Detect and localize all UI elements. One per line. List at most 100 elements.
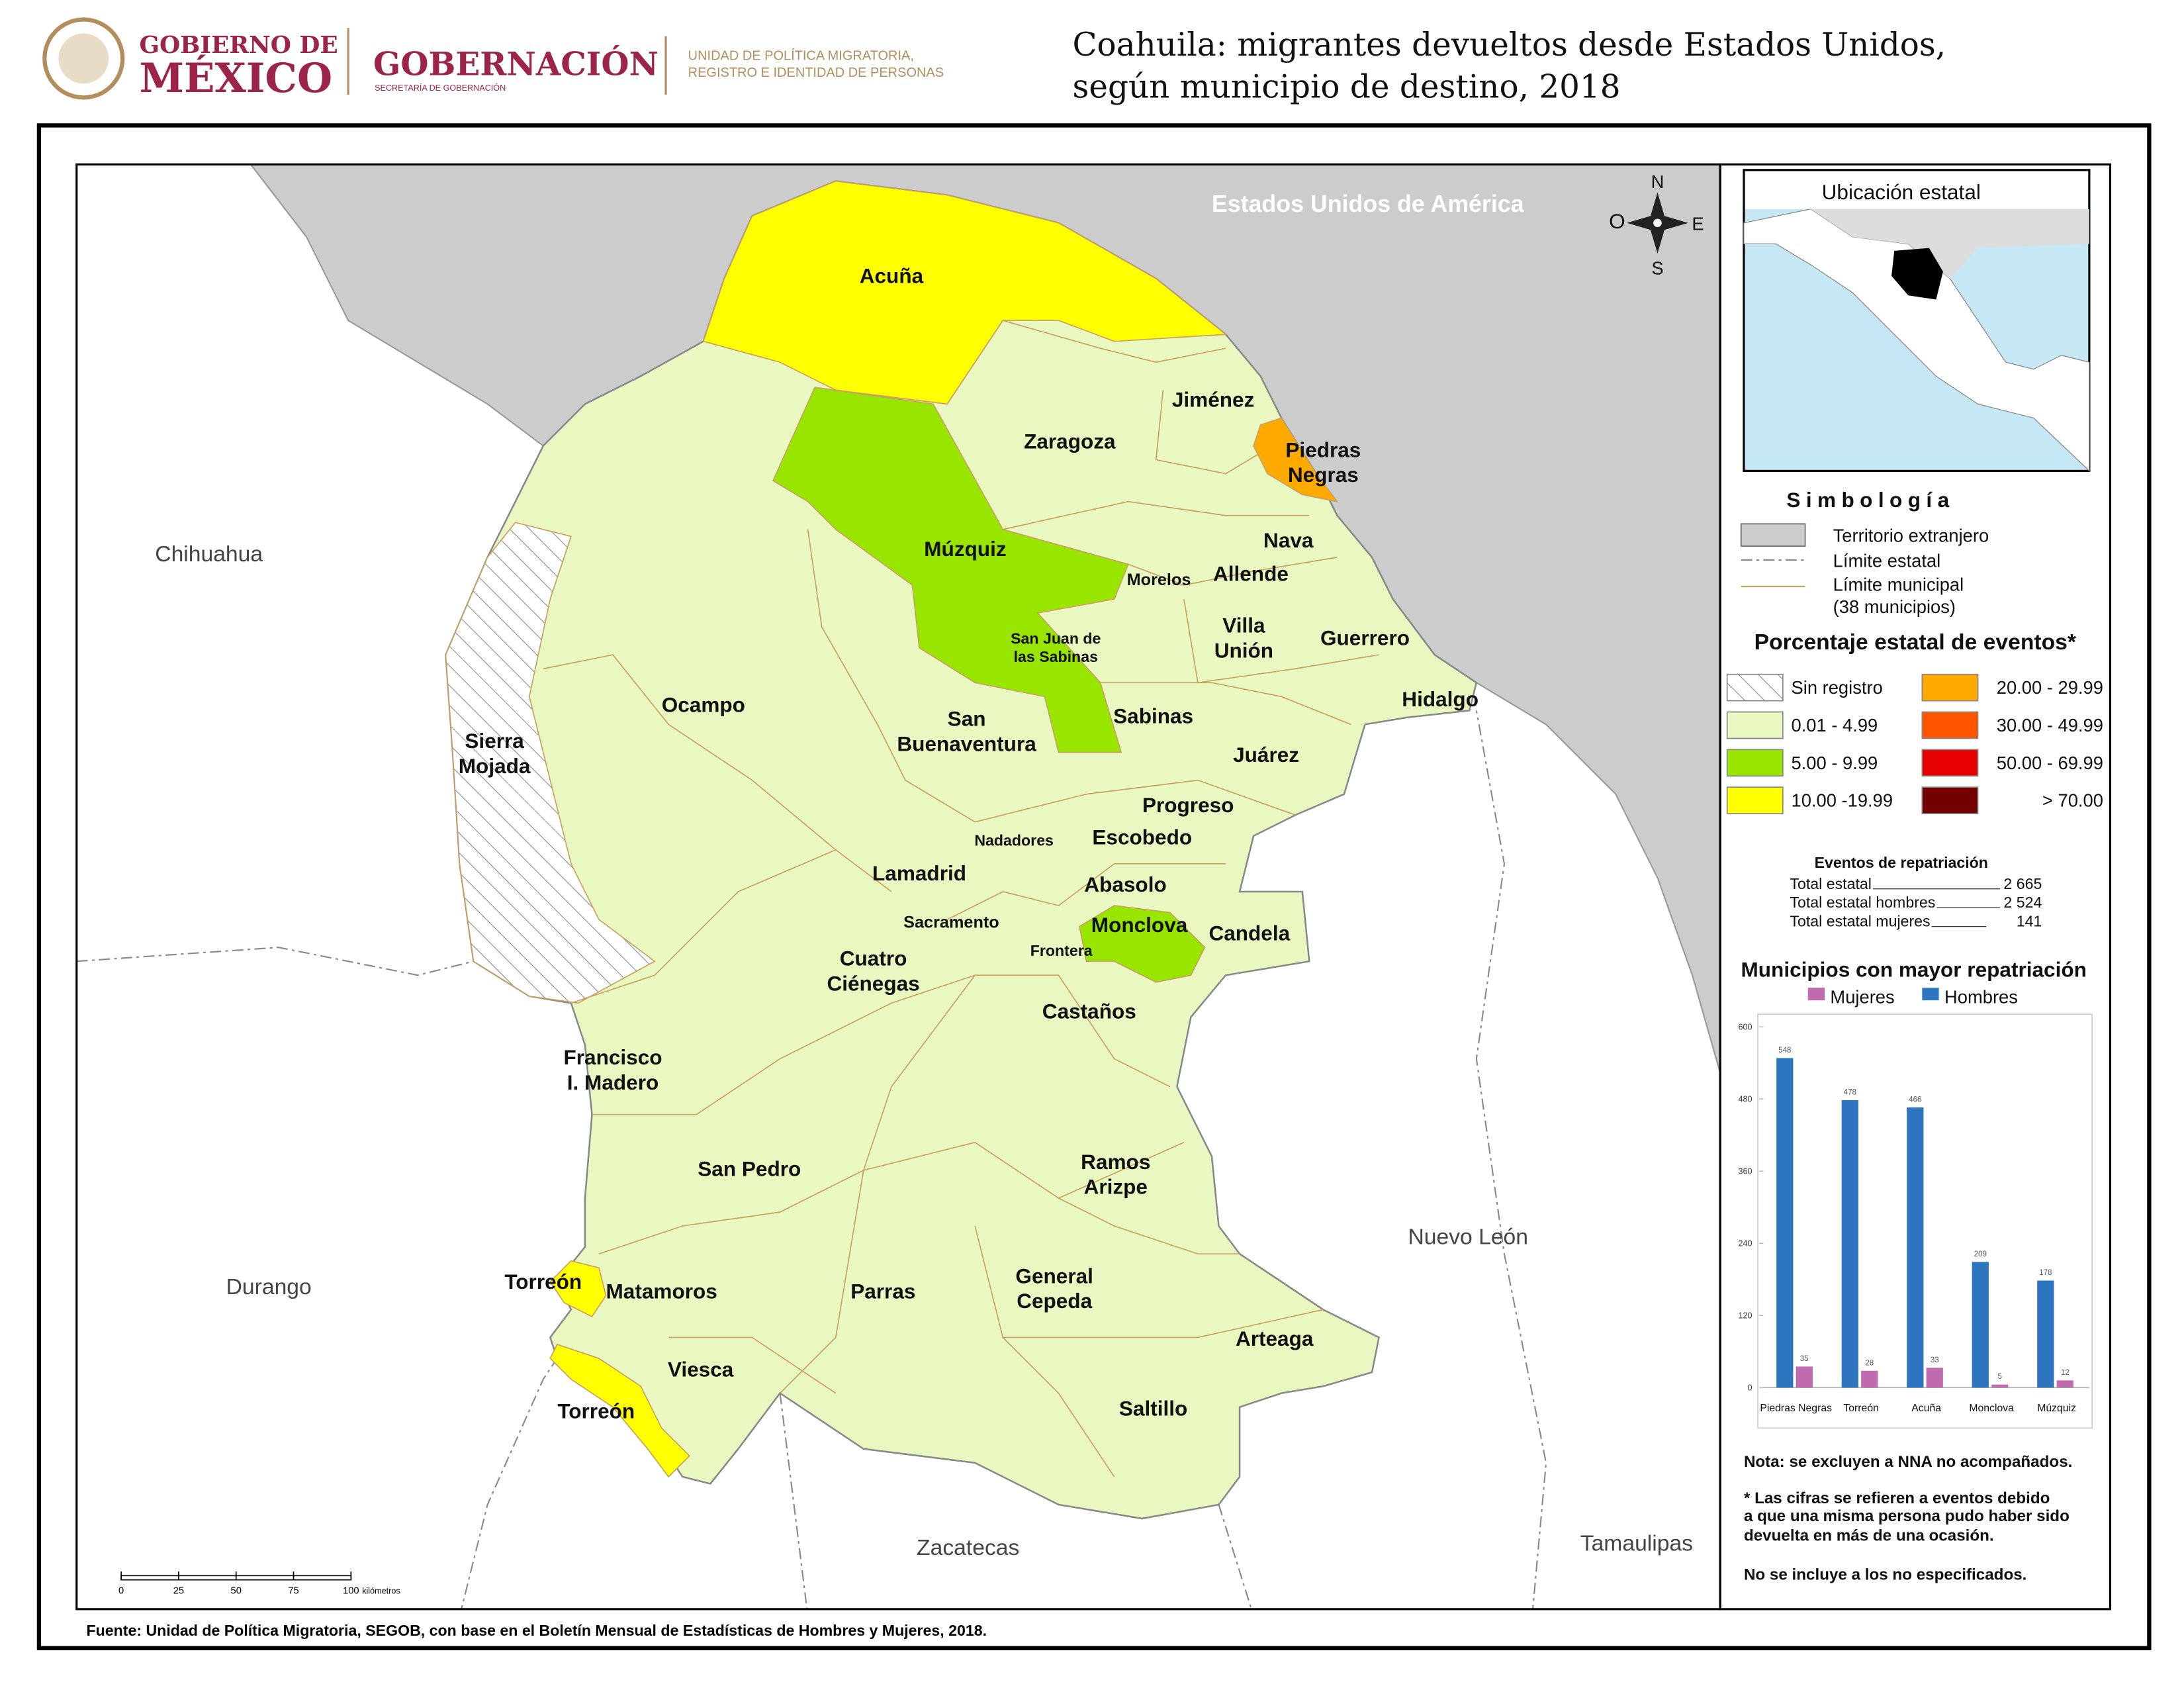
- municipality-fill: [549, 1343, 690, 1478]
- stats-title: Eventos de repatriación: [1815, 854, 1988, 871]
- region-label: Zacatecas: [917, 1536, 1019, 1560]
- region-label: Durango: [226, 1275, 312, 1299]
- region-label: Nuevo León: [1408, 1225, 1528, 1249]
- municipality-label: San Juan de: [1011, 630, 1101, 647]
- compass-label: O: [1609, 209, 1625, 233]
- municipal-boundary: [974, 1225, 1115, 1477]
- municipal-boundary: [1183, 598, 1379, 684]
- note: Nota: se excluyen a NNA no acompañados.: [1744, 1453, 2072, 1471]
- logo-gobierno: GOBIERNO DE: [139, 31, 338, 59]
- legend-class-swatch: [1726, 673, 1784, 702]
- municipal-boundary: [779, 974, 976, 1394]
- municipality-label: San Pedro: [698, 1156, 801, 1180]
- logo-secretaria: SECRETARÍA DE GOBERNACIÓN: [375, 83, 506, 93]
- municipal-boundary: [1058, 1197, 1240, 1255]
- bar: [1796, 1366, 1813, 1388]
- legend-label: Mujeres: [1830, 986, 1894, 1007]
- source: Fuente: Unidad de Política Migratoria, S…: [86, 1622, 987, 1639]
- municipality-label: Saltillo: [1119, 1396, 1187, 1420]
- municipality-label: Torreón: [557, 1399, 635, 1423]
- value-label: 33: [1931, 1356, 1939, 1364]
- x-tick-label: Torreón: [1843, 1403, 1878, 1414]
- state-boundary: [461, 1358, 558, 1609]
- municipality-fill: [1079, 905, 1206, 983]
- bar: [2056, 1380, 2073, 1388]
- municipality-label: Ocampo: [662, 692, 745, 716]
- municipality-label: Ramos: [1081, 1150, 1150, 1174]
- municipality-fill: [702, 180, 1228, 405]
- y-tick-label: 240: [1739, 1239, 1752, 1248]
- municipality-label: Sierra: [465, 729, 524, 753]
- legend-item: Límite estatal: [1833, 551, 1941, 571]
- municipality-label: I. Madero: [567, 1070, 659, 1094]
- legend-marker: [1922, 988, 1939, 1001]
- header: GOBIERNO DE MÉXICO GOBERNACIÓN SECRETARÍ…: [42, 17, 1946, 105]
- state-boundary: [76, 947, 474, 976]
- municipal-boundary: [807, 529, 1296, 823]
- legend-class-swatch: [1921, 673, 1979, 702]
- value-label: 35: [1800, 1355, 1809, 1363]
- stats-label: Total estatal hombres: [1790, 894, 1935, 911]
- bar: [1861, 1370, 1878, 1388]
- legend-class-swatch: [1726, 786, 1784, 814]
- compass-label: S: [1651, 258, 1663, 279]
- compass: N O E S: [1609, 171, 1704, 278]
- municipality-label: Sabinas: [1113, 704, 1193, 727]
- legend-item: Límite municipal: [1833, 574, 1964, 594]
- emblem-core: [58, 33, 109, 84]
- y-tick-label: 480: [1739, 1094, 1752, 1103]
- y-tick-label: 120: [1739, 1311, 1752, 1320]
- bar: [1841, 1100, 1858, 1388]
- legend-class-swatch: [1921, 711, 1979, 739]
- municipality-label: Acuña: [860, 263, 924, 287]
- y-tick-label: 360: [1739, 1166, 1752, 1176]
- municipality-label: Hidalgo: [1402, 687, 1479, 711]
- legend-class-swatch: [1726, 711, 1784, 739]
- value-label: 466: [1909, 1096, 1921, 1103]
- chart-title: Municipios con mayor repatriación: [1741, 957, 2087, 981]
- municipality-fill: [1253, 417, 1339, 502]
- y-tick-label: 600: [1739, 1022, 1752, 1031]
- municipality-label: Torreón: [504, 1270, 582, 1293]
- value-label: 5: [1998, 1373, 2002, 1381]
- municipality-label: Ciénegas: [827, 971, 919, 995]
- scale-tick-label: 75: [288, 1586, 298, 1597]
- municipal-boundary: [1155, 390, 1261, 475]
- state-boundary: [1475, 710, 1547, 1609]
- municipality-label: Escobedo: [1092, 825, 1192, 849]
- compass-label: E: [1692, 213, 1704, 234]
- municipality-label: Buenaventura: [897, 731, 1036, 755]
- municipality-label: Mojada: [459, 754, 531, 778]
- scale-unit: kilómetros: [362, 1587, 400, 1596]
- inset-coahuila: [1891, 248, 1943, 300]
- legend-class-label: 30.00 - 49.99: [1997, 715, 2103, 735]
- state-boundary: [1218, 1504, 1252, 1609]
- bar: [2037, 1280, 2054, 1388]
- municipality-label: Cepeda: [1017, 1289, 1092, 1313]
- municipal-boundary: [543, 654, 892, 892]
- municipality-label: Abasolo: [1084, 872, 1166, 896]
- legend-class-label: 5.00 - 9.99: [1792, 753, 1878, 773]
- value-label: 209: [1974, 1250, 1987, 1258]
- municipality-label: Cuatro: [840, 947, 907, 970]
- municipal-boundary: [946, 320, 1226, 404]
- municipality-label: Arizpe: [1084, 1175, 1148, 1199]
- municipality-fill: [772, 387, 1129, 753]
- inset-title-bg: [1745, 171, 2088, 209]
- x-tick-label: Múzquiz: [2037, 1403, 2076, 1414]
- municipality-label: San: [948, 707, 986, 731]
- municipal-boundary: [946, 863, 1226, 920]
- legend-class-label: Sin registro: [1792, 677, 1883, 698]
- legend-class-label: 20.00 - 29.99: [1997, 677, 2103, 698]
- municipal-boundary: [1003, 500, 1310, 530]
- municipality-label: Piedras: [1285, 438, 1361, 461]
- municipality-label: Juárez: [1233, 743, 1299, 767]
- note: a que una misma persona pudo haber sido: [1744, 1507, 2070, 1525]
- x-tick-label: Piedras Negras: [1760, 1403, 1832, 1414]
- note: * Las cifras se refieren a eventos debid…: [1744, 1489, 2050, 1507]
- municipal-boundary: [1003, 1309, 1324, 1338]
- municipality-label: Guerrero: [1320, 626, 1410, 649]
- compass-label: N: [1651, 171, 1664, 192]
- legend-percent-title: Porcentaje estatal de eventos*: [1754, 630, 2077, 655]
- legend-class-label: > 70.00: [2042, 790, 2103, 811]
